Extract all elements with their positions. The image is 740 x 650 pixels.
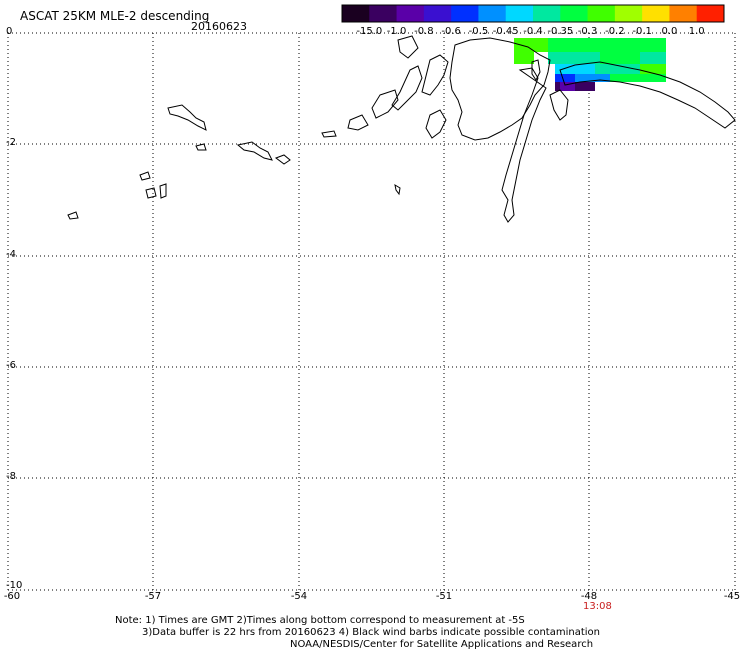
graticule xyxy=(8,33,735,590)
colorbar-tick-label: -0.45 xyxy=(492,26,519,37)
y-tick-label: -8 xyxy=(6,471,16,482)
colorbar-tick-label: -1.0 xyxy=(386,26,407,37)
colorbar xyxy=(341,4,725,23)
colorbar-tick-label: -15.0 xyxy=(356,26,383,37)
colorbar-segment xyxy=(505,5,534,22)
time-label: 13:08 xyxy=(583,601,612,612)
product-title: ASCAT 25KM MLE-2 descending xyxy=(20,9,210,23)
colorbar-tick-label: -0.6 xyxy=(441,26,461,37)
y-tick-label: -4 xyxy=(6,249,16,260)
colorbar-segment xyxy=(369,5,398,22)
footer-note-1: Note: 1) Times are GMT 2)Times along bot… xyxy=(115,615,525,626)
product-date: 20160623 xyxy=(191,20,247,33)
y-tick-label: 0 xyxy=(6,26,13,37)
colorbar-segment xyxy=(560,5,589,22)
footer-note-3: NOAA/NESDIS/Center for Satellite Applica… xyxy=(290,639,594,650)
colorbar-tick-label: -0.8 xyxy=(414,26,434,37)
colorbar-border xyxy=(341,4,725,23)
colorbar-tick-label: -0.1 xyxy=(632,26,652,37)
coastline xyxy=(67,35,736,223)
x-tick-label: -48 xyxy=(580,591,598,602)
colorbar-tick-label: -0.4 xyxy=(523,26,543,37)
y-tick-label: -2 xyxy=(6,137,16,148)
colorbar-segment xyxy=(342,5,370,22)
colorbar-segment xyxy=(396,5,425,22)
x-tick-label: -54 xyxy=(290,591,308,602)
x-tick-label: -60 xyxy=(3,591,21,602)
colorbar-segment xyxy=(423,5,452,22)
colorbar-segment xyxy=(614,5,643,22)
colorbar-segment xyxy=(587,5,616,22)
footer-note-2: 3)Data buffer is 22 hrs from 20160623 4)… xyxy=(142,627,600,638)
x-tick-label: -45 xyxy=(723,591,740,602)
colorbar-segment xyxy=(642,5,670,22)
x-tick-label: -51 xyxy=(435,591,453,602)
y-tick-label: -10 xyxy=(6,580,23,591)
colorbar-segment xyxy=(451,5,479,22)
colorbar-tick-label: 0.0 xyxy=(661,26,678,37)
x-tick-label: -57 xyxy=(144,591,162,602)
colorbar-segment xyxy=(478,5,507,22)
colorbar-tick-label: -0.5 xyxy=(468,26,489,37)
colorbar-tick-label: -0.3 xyxy=(577,26,598,37)
colorbar-segment xyxy=(533,5,561,22)
wind-data-swath xyxy=(514,38,666,91)
colorbar-tick-label: -0.2 xyxy=(605,26,625,37)
colorbar-tick-label: -0.35 xyxy=(547,26,574,37)
colorbar-tick-label: 1.0 xyxy=(688,26,705,37)
y-tick-label: -6 xyxy=(6,360,16,371)
map-frame xyxy=(7,32,736,591)
colorbar-segment xyxy=(669,5,698,22)
colorbar-segment xyxy=(696,5,725,22)
